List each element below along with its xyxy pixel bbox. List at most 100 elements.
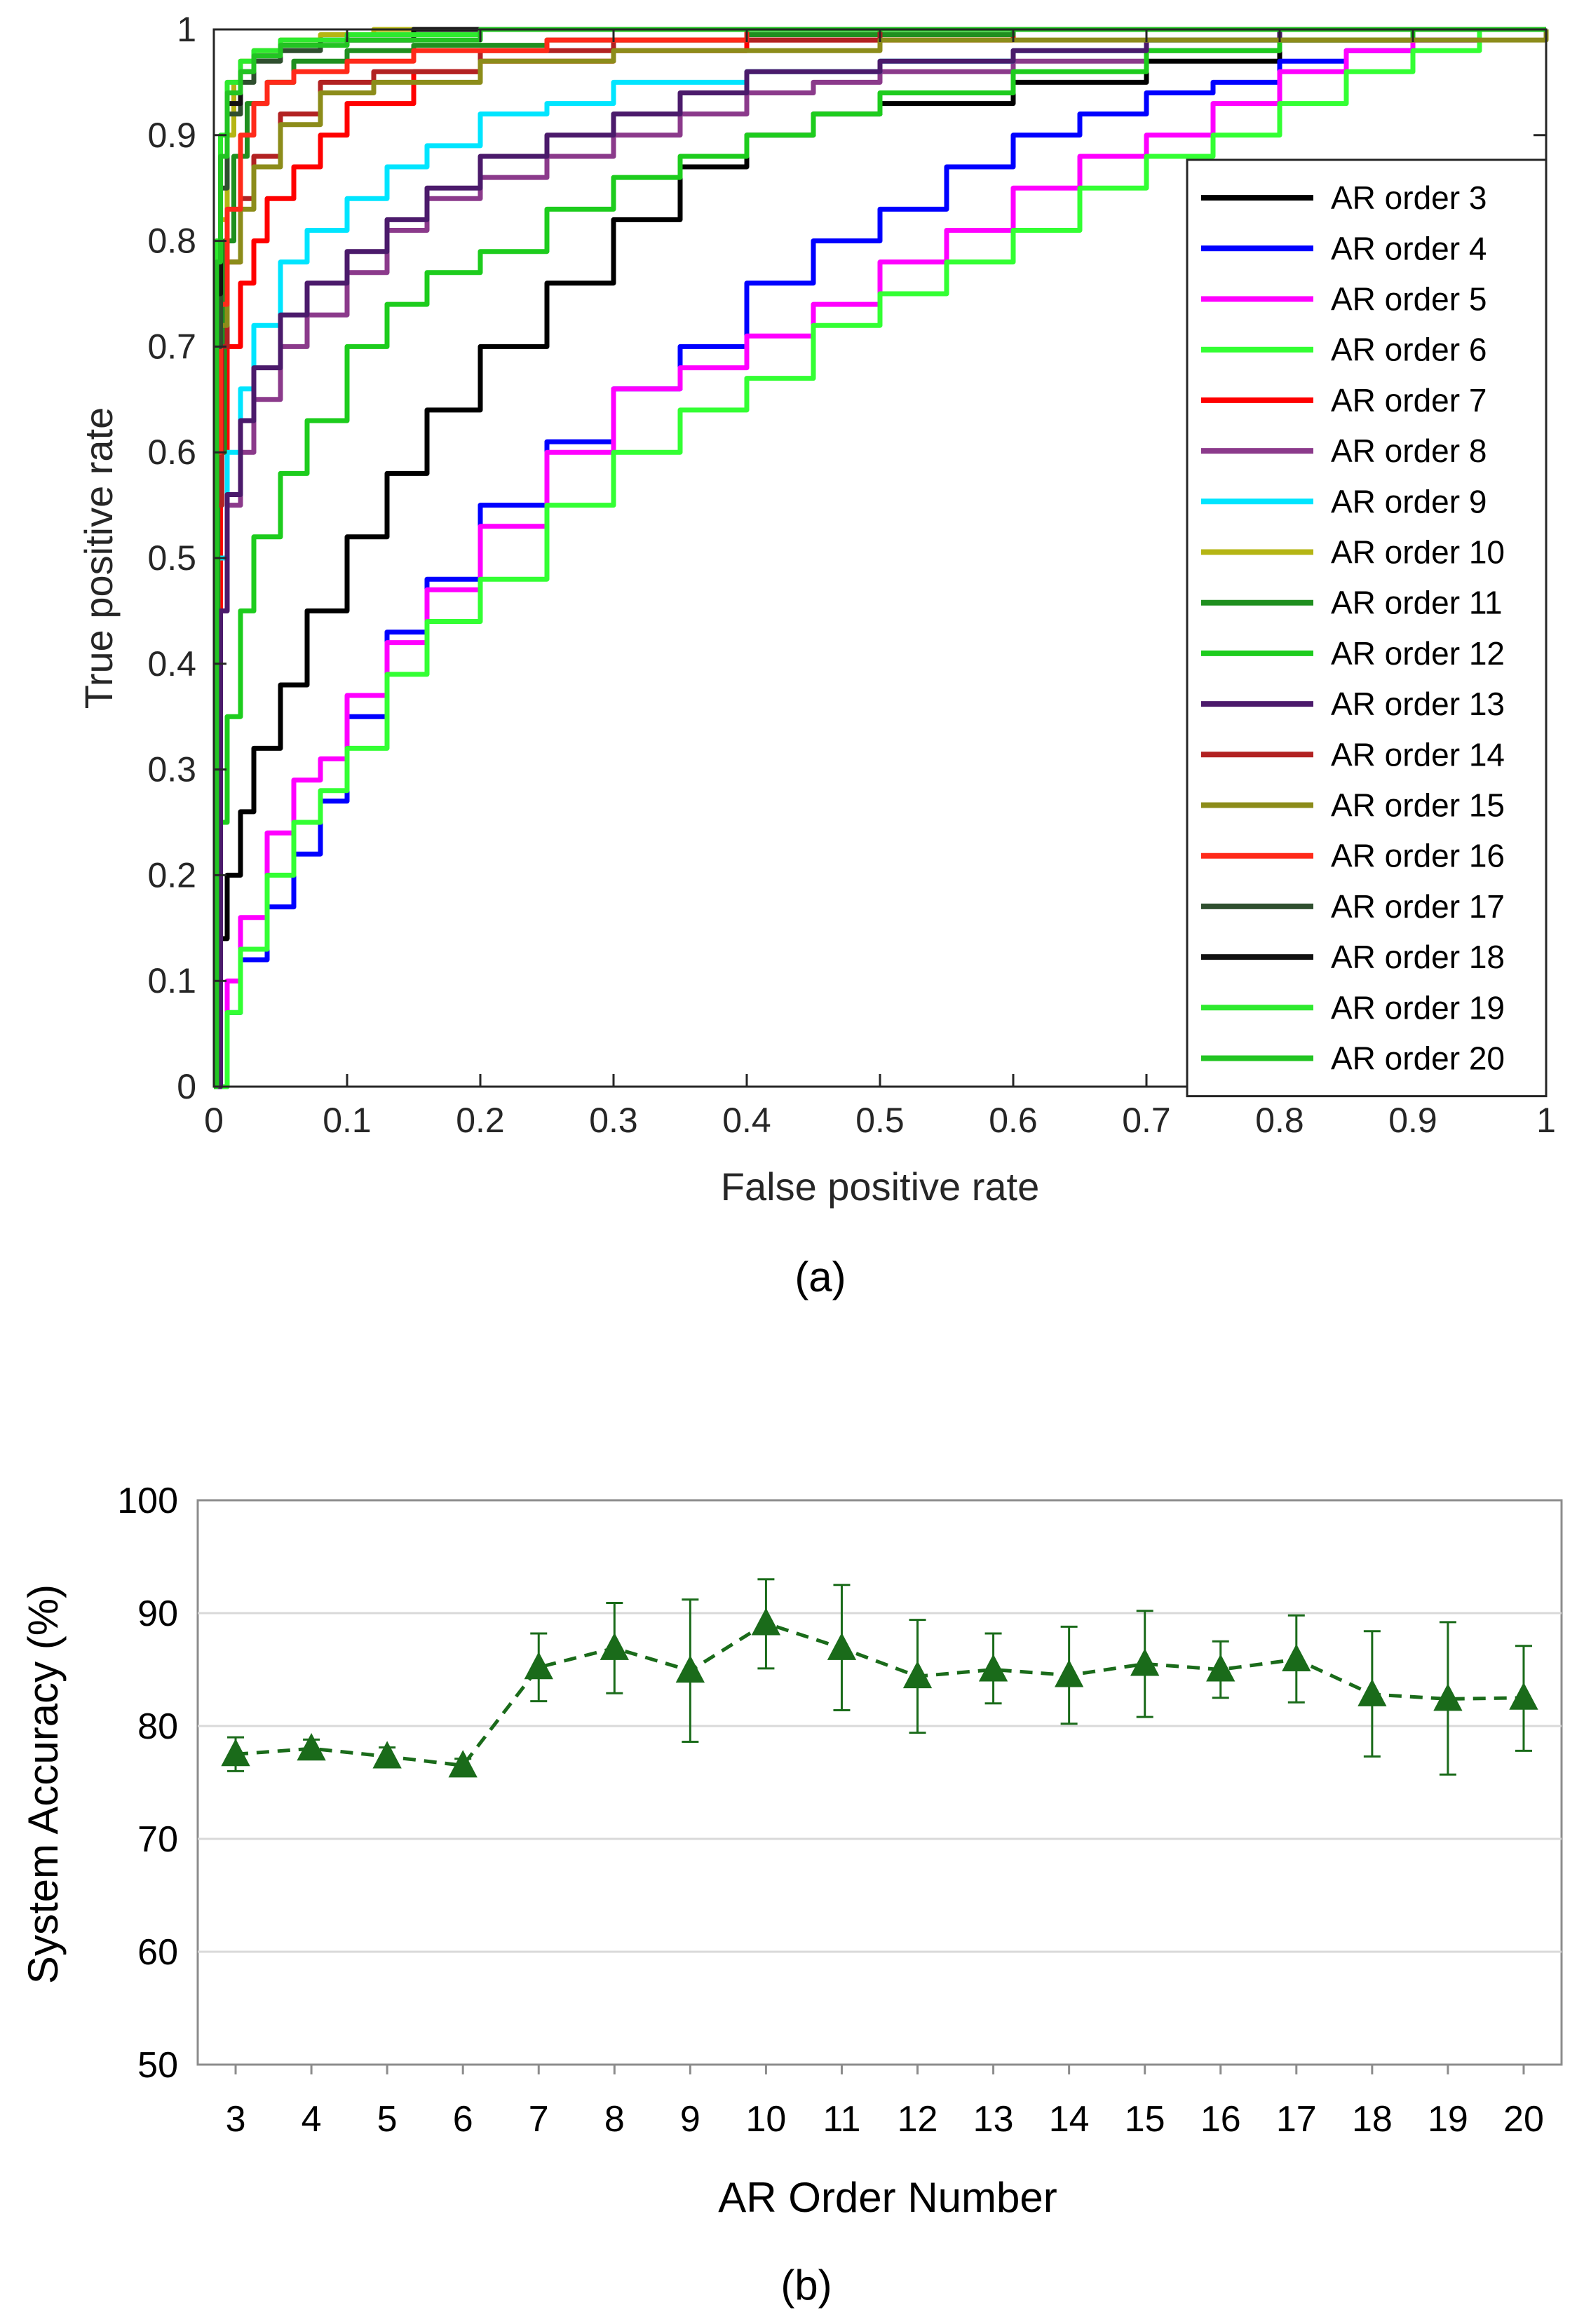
roc-x-tick-label: 0 <box>204 1101 224 1140</box>
roc-chart: 0 0.1 0.2 0.3 0.4 0.5 0.6 0.7 0.8 0.9 1 0 0.1 0.2 0.3 0… <box>76 10 1556 1300</box>
roc-series-line-order-4 <box>214 27 1546 1089</box>
roc-x-tick-label: 0.7 <box>1122 1101 1171 1140</box>
roc-x-tick-label: 0.4 <box>722 1101 771 1140</box>
roc-legend-label: AR order 19 <box>1331 989 1505 1026</box>
accuracy-x-tick-label: 13 <box>973 2099 1014 2140</box>
roc-y-tick-label: 0.1 <box>147 961 196 1000</box>
accuracy-gridlines <box>198 1612 1562 1953</box>
roc-series-line-order-8 <box>214 27 1546 1089</box>
accuracy-x-tick-label: 10 <box>745 2099 786 2140</box>
roc-legend-box <box>1186 158 1548 1098</box>
roc-x-tick-label: 0.1 <box>323 1101 372 1140</box>
roc-legend-label: AR order 10 <box>1331 534 1505 571</box>
accuracy-series-line <box>235 1621 1524 1767</box>
roc-series-group <box>214 27 1549 1089</box>
roc-y-tick-label: 0.2 <box>147 855 196 895</box>
roc-legend-label: AR order 7 <box>1331 382 1487 419</box>
accuracy-y-tick-label: 100 <box>117 1481 178 1521</box>
roc-legend-label: AR order 14 <box>1331 736 1505 773</box>
accuracy-point-marker <box>297 1733 326 1761</box>
accuracy-x-tick-label: 3 <box>226 2099 246 2140</box>
accuracy-point-marker <box>902 1661 933 1689</box>
roc-x-tick-label: 0.5 <box>855 1101 905 1140</box>
roc-legend-label: AR order 9 <box>1331 483 1487 519</box>
accuracy-y-tick-label: 50 <box>137 2045 178 2086</box>
accuracy-y-tick-label: 70 <box>137 1819 178 1860</box>
roc-y-axis-label: True positive rate <box>76 407 121 709</box>
accuracy-x-tick-label: 7 <box>529 2099 549 2140</box>
roc-legend-label: AR order 5 <box>1331 281 1487 318</box>
accuracy-point-marker <box>600 1632 629 1660</box>
roc-legend-label: AR order 3 <box>1331 179 1487 216</box>
accuracy-point-marker <box>372 1741 402 1769</box>
roc-x-tick-label: 1 <box>1536 1101 1556 1140</box>
accuracy-point-marker <box>1358 1678 1387 1706</box>
roc-y-tick-label: 0.8 <box>147 222 196 261</box>
accuracy-x-tick-label: 8 <box>604 2099 625 2140</box>
roc-y-tick-label: 1 <box>177 10 196 49</box>
roc-y-tick-label: 0.5 <box>147 538 196 578</box>
accuracy-point-marker <box>978 1654 1008 1682</box>
roc-legend-label: AR order 17 <box>1331 888 1505 925</box>
accuracy-point-marker <box>827 1632 857 1660</box>
roc-legend-label: AR order 4 <box>1331 230 1487 266</box>
roc-y-tick-label: 0.9 <box>147 116 196 155</box>
accuracy-point-marker <box>751 1608 781 1636</box>
accuracy-point-marker <box>1433 1683 1463 1711</box>
accuracy-plot-area <box>196 1499 1563 2066</box>
roc-ticks: 0 0.1 0.2 0.3 0.4 0.5 0.6 0.7 0.8 0.9 1 0 0.1 0.2 0.3 0… <box>147 10 1555 1140</box>
roc-y-tick-label: 0.4 <box>147 644 196 684</box>
caption-a: (a) <box>794 1253 846 1300</box>
accuracy-series-group <box>221 1578 1538 1778</box>
accuracy-point-marker <box>221 1739 250 1767</box>
roc-legend: AR order 3 AR order 4 AR order 5 AR order 6… <box>1186 158 1548 1098</box>
roc-series-line-order-5 <box>214 27 1546 1089</box>
accuracy-x-tick-label: 16 <box>1200 2099 1241 2140</box>
accuracy-x-tick-label: 4 <box>302 2099 322 2140</box>
accuracy-y-axis-label: System Accuracy (%) <box>20 1584 67 1984</box>
roc-y-tick-label: 0.3 <box>147 750 196 789</box>
roc-legend-label: AR order 13 <box>1331 686 1505 722</box>
accuracy-x-axis-label: AR Order Number <box>718 2174 1057 2221</box>
roc-series-line-order-13 <box>214 27 1546 1089</box>
accuracy-x-tick-label: 19 <box>1428 2099 1468 2140</box>
roc-x-tick-label: 0.3 <box>589 1101 638 1140</box>
roc-legend-label: AR order 15 <box>1331 787 1505 824</box>
accuracy-y-tick-label: 90 <box>137 1593 178 1634</box>
accuracy-x-tick-label: 5 <box>377 2099 398 2140</box>
accuracy-x-tick-label: 20 <box>1503 2099 1544 2140</box>
caption-b: (b) <box>780 2262 832 2309</box>
accuracy-x-tick-label: 15 <box>1125 2099 1165 2140</box>
roc-y-tick-label: 0 <box>177 1067 196 1106</box>
roc-y-tick-label: 0.7 <box>147 327 196 366</box>
accuracy-x-tick-label: 12 <box>898 2099 938 2140</box>
roc-legend-label: AR order 6 <box>1331 332 1487 368</box>
roc-series-line-order-20 <box>214 27 1546 1089</box>
accuracy-ticks: 50 60 70 80 90 100 3 4 5 6 7 8 9 10 11 12 13 14 15 16 17 18 19… <box>117 1481 1544 2140</box>
accuracy-y-tick-label: 60 <box>137 1932 178 1973</box>
roc-x-tick-label: 0.8 <box>1255 1101 1304 1140</box>
accuracy-point-marker <box>675 1654 705 1683</box>
roc-x-tick-label: 0.6 <box>989 1101 1038 1140</box>
accuracy-point-marker <box>1054 1659 1084 1687</box>
accuracy-x-tick-label: 9 <box>680 2099 700 2140</box>
accuracy-point-marker <box>1130 1648 1160 1676</box>
accuracy-x-tick-label: 14 <box>1049 2099 1090 2140</box>
accuracy-point-marker <box>1509 1682 1538 1710</box>
accuracy-x-tick-label: 11 <box>822 2099 860 2140</box>
accuracy-x-tick-label: 6 <box>453 2099 473 2140</box>
accuracy-x-tick-label: 17 <box>1276 2099 1317 2140</box>
accuracy-point-marker <box>448 1750 478 1778</box>
roc-x-tick-label: 0.9 <box>1388 1101 1437 1140</box>
roc-series-line-order-3 <box>214 27 1546 1089</box>
roc-legend-label: AR order 8 <box>1331 433 1487 469</box>
roc-x-axis-label: False positive rate <box>721 1164 1039 1209</box>
accuracy-point-marker <box>524 1652 553 1680</box>
roc-legend-label: AR order 20 <box>1331 1040 1505 1077</box>
accuracy-point-marker <box>1282 1643 1311 1672</box>
roc-legend-label: AR order 16 <box>1331 838 1505 874</box>
roc-legend-label: AR order 18 <box>1331 939 1505 975</box>
roc-legend-label: AR order 11 <box>1331 585 1503 621</box>
accuracy-chart: 50 60 70 80 90 100 3 4 5 6 7 8 9 10 11 12 13 14 15 16 17 18 19… <box>20 1481 1563 2309</box>
roc-series-line-order-6 <box>214 27 1546 1089</box>
